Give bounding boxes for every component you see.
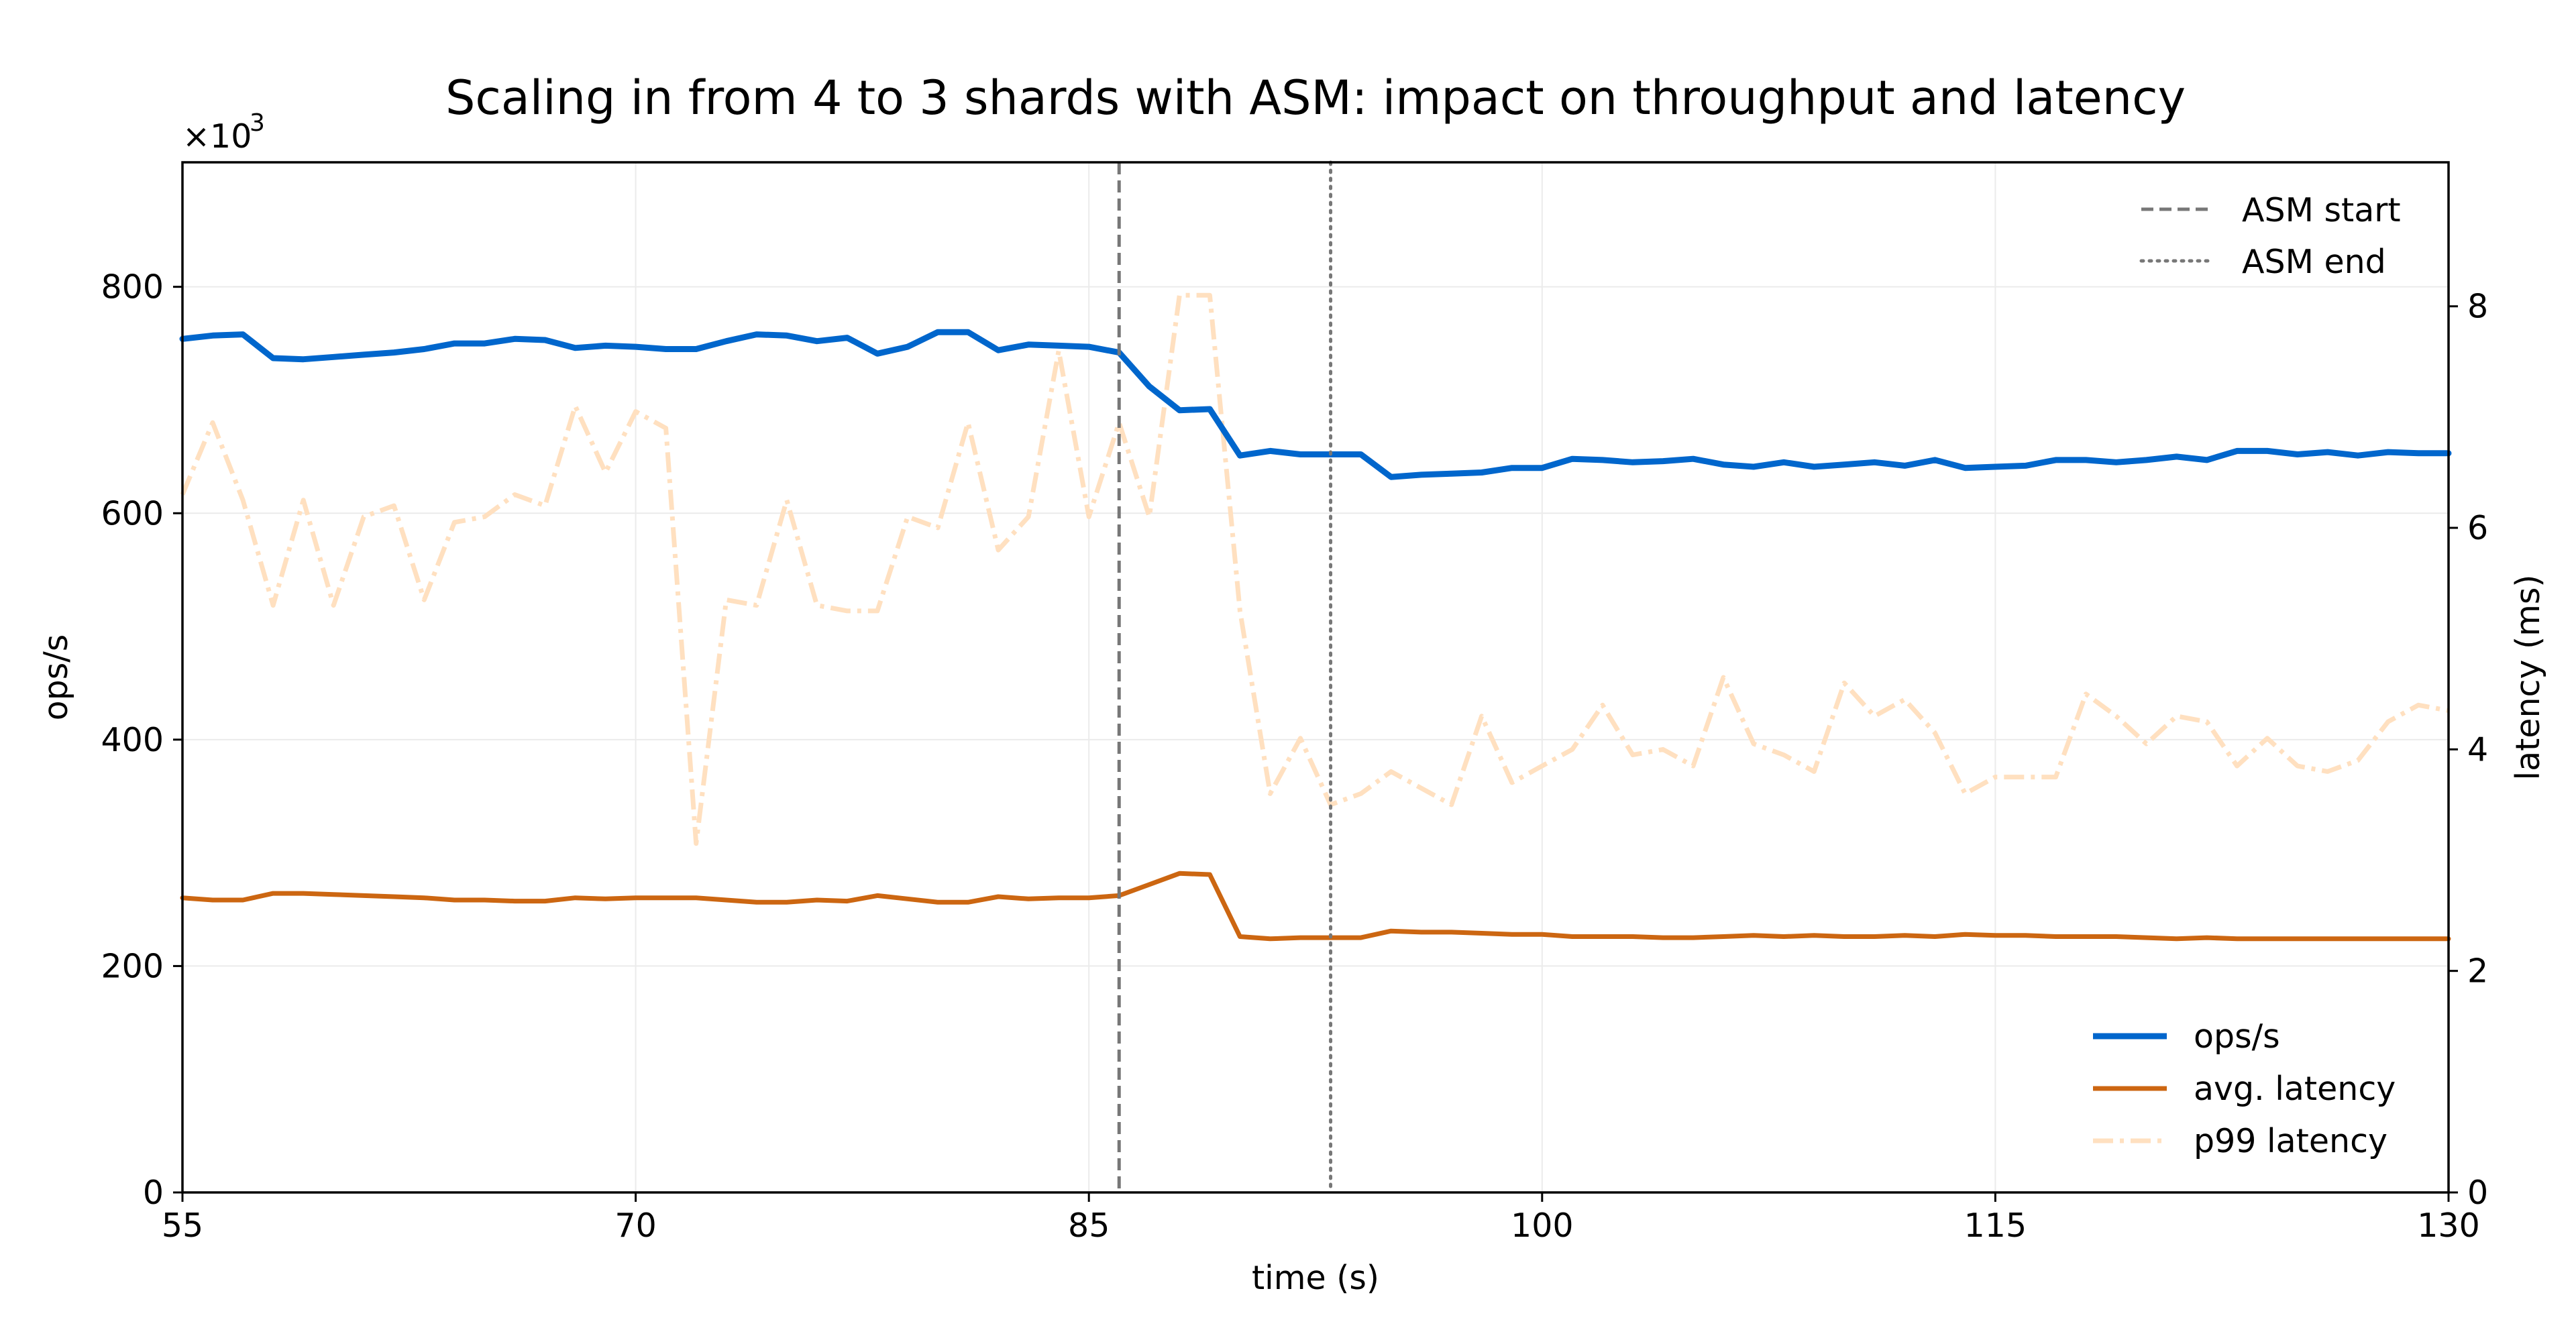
y-left-tick-label: 0 — [143, 1174, 164, 1212]
legend-series: ops/s avg. latency p99 latency — [2093, 1017, 2396, 1160]
offset-text: ×10 3 — [182, 109, 265, 156]
x-tick-label: 70 — [614, 1207, 656, 1245]
offset-text-base: ×10 — [182, 117, 252, 156]
legend-label-avg-latency: avg. latency — [2194, 1070, 2396, 1108]
offset-text-exponent: 3 — [250, 109, 265, 137]
x-tick-label: 130 — [2417, 1207, 2480, 1245]
chart-title: Scaling in from 4 to 3 shards with ASM: … — [445, 70, 2186, 125]
series-layer — [179, 292, 2452, 942]
legend-label-asm-end: ASM end — [2242, 243, 2386, 281]
y-axis-label-left: ops/s — [37, 634, 75, 721]
legend-asm: ASM start ASM end — [2139, 191, 2401, 281]
y-left-tick-label: 200 — [101, 947, 164, 985]
y-right-tick-label: 8 — [2467, 288, 2488, 326]
legend-label-ops: ops/s — [2194, 1017, 2280, 1056]
series-line-avg-latency — [180, 871, 2451, 942]
y-left-tick-label: 400 — [101, 721, 164, 759]
y-right-tick-label: 2 — [2467, 952, 2488, 991]
y-right-tick-label: 4 — [2467, 730, 2488, 769]
asm-lines — [1117, 160, 1333, 1194]
x-tick-label: 115 — [1964, 1207, 2027, 1245]
series-line-ops — [179, 329, 2452, 480]
legend-label-p99-latency: p99 latency — [2194, 1122, 2387, 1160]
x-tick-label: 55 — [162, 1207, 203, 1245]
x-axis-label: time (s) — [1252, 1259, 1379, 1297]
y-right-tick-label: 6 — [2467, 509, 2488, 547]
x-tick-label: 85 — [1068, 1207, 1110, 1245]
x-tick-label: 100 — [1511, 1207, 1574, 1245]
plot-frame — [181, 161, 2450, 1194]
series-line-p99-latency — [180, 292, 2449, 846]
y-left-tick-label: 600 — [101, 494, 164, 533]
y-left-tick-label: 800 — [101, 268, 164, 306]
legend-label-asm-start: ASM start — [2242, 191, 2401, 229]
y-axis-label-right: latency (ms) — [2509, 574, 2547, 780]
y-right-tick-label: 0 — [2467, 1174, 2488, 1212]
